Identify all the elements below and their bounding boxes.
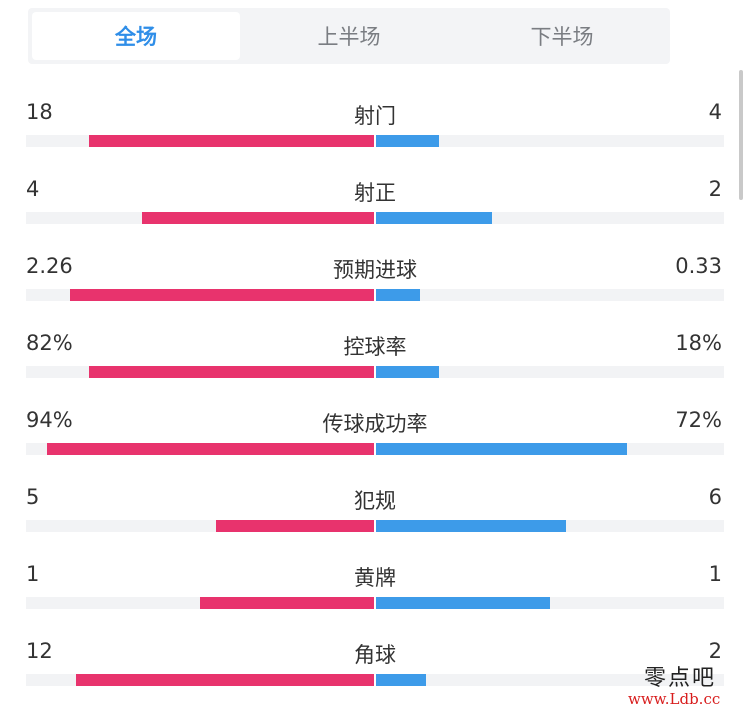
tab-full-match[interactable]: 全场	[32, 12, 240, 60]
away-value: 1	[708, 562, 722, 586]
home-value: 18	[26, 100, 53, 124]
home-value: 4	[26, 177, 40, 201]
home-bar-track	[26, 366, 374, 378]
home-bar	[89, 135, 374, 147]
away-bar-track	[376, 135, 724, 147]
stat-label: 控球率	[343, 335, 407, 359]
home-bar-track	[26, 212, 374, 224]
away-bar-track	[376, 674, 724, 686]
watermark-url: www.Ldb.cc	[628, 690, 721, 708]
stat-row-pass-accuracy: 94% 传球成功率 72%	[0, 408, 750, 485]
home-bar-track	[26, 443, 374, 455]
home-bar	[88, 366, 374, 378]
home-bar	[75, 674, 374, 686]
stat-label: 射正	[354, 181, 396, 205]
stat-row-fouls: 5 犯规 6	[0, 485, 750, 562]
scrollbar[interactable]	[739, 70, 743, 200]
home-value: 82%	[26, 331, 73, 355]
stat-label: 射门	[354, 104, 396, 128]
home-bar	[200, 597, 374, 609]
away-bar	[376, 520, 566, 532]
away-bar	[376, 289, 421, 301]
home-bar	[46, 443, 374, 455]
away-bar	[376, 674, 426, 686]
tab-second-half[interactable]: 下半场	[530, 25, 594, 49]
stat-label: 犯规	[354, 489, 396, 513]
stat-row-shots: 18 射门 4	[0, 100, 750, 177]
stat-label: 角球	[354, 643, 396, 667]
home-bar-track	[26, 135, 374, 147]
away-bar	[376, 443, 627, 455]
watermark-site-name: 零点吧	[644, 666, 717, 691]
away-bar	[376, 597, 550, 609]
away-bar-track	[376, 289, 724, 301]
stat-label: 传球成功率	[322, 412, 428, 436]
home-bar-track	[26, 597, 374, 609]
period-tab-bar: 全场 上半场 下半场	[28, 8, 670, 64]
away-bar-track	[376, 597, 724, 609]
away-bar-track	[376, 520, 724, 532]
stat-row-possession: 82% 控球率 18%	[0, 331, 750, 408]
away-value: 72%	[675, 408, 722, 432]
stat-label: 预期进球	[333, 258, 417, 282]
home-bar	[215, 520, 374, 532]
away-bar	[376, 212, 492, 224]
stat-row-corners: 12 角球 2	[0, 639, 750, 716]
home-value: 12	[26, 639, 53, 663]
home-value: 5	[26, 485, 40, 509]
away-bar	[376, 366, 439, 378]
home-value: 1	[26, 562, 40, 586]
away-value: 6	[708, 485, 722, 509]
away-value: 0.33	[675, 254, 722, 278]
away-value: 18%	[675, 331, 722, 355]
away-bar-track	[376, 212, 724, 224]
away-bar	[376, 135, 440, 147]
home-bar	[141, 212, 374, 224]
away-value: 2	[708, 639, 722, 663]
home-bar-track	[26, 520, 374, 532]
away-value: 4	[708, 100, 722, 124]
tab-first-half[interactable]: 上半场	[317, 25, 381, 49]
stat-row-expected-goals: 2.26 预期进球 0.33	[0, 254, 750, 331]
home-bar-track	[26, 674, 374, 686]
home-value: 94%	[26, 408, 73, 432]
home-bar	[70, 289, 374, 301]
away-bar-track	[376, 366, 724, 378]
away-value: 2	[708, 177, 722, 201]
stat-row-yellow-cards: 1 黄牌 1	[0, 562, 750, 639]
stat-row-shots-on-target: 4 射正 2	[0, 177, 750, 254]
home-bar-track	[26, 289, 374, 301]
away-bar-track	[376, 443, 724, 455]
stat-label: 黄牌	[354, 566, 396, 590]
home-value: 2.26	[26, 254, 73, 278]
